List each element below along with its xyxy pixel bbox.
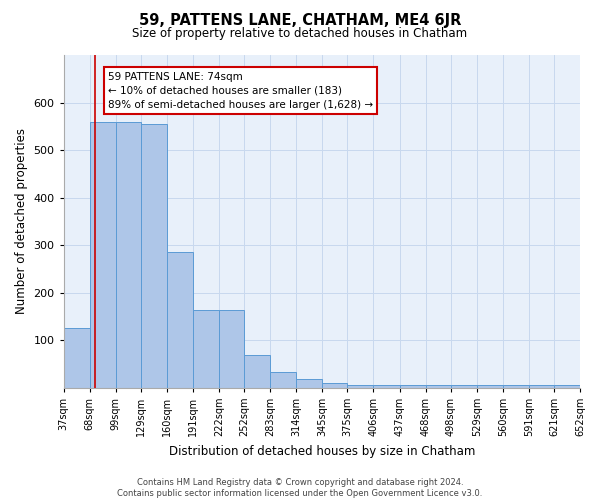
Bar (270, 372, 296, 388)
Bar (296, 379, 322, 388)
Bar (219, 310, 244, 388)
Text: Contains HM Land Registry data © Crown copyright and database right 2024.
Contai: Contains HM Land Registry data © Crown c… (118, 478, 482, 498)
Bar (116, 122, 141, 388)
Text: 59, PATTENS LANE, CHATHAM, ME4 6JR: 59, PATTENS LANE, CHATHAM, ME4 6JR (139, 12, 461, 28)
Bar (451, 386, 477, 388)
Bar (477, 386, 503, 388)
Y-axis label: Number of detached properties: Number of detached properties (15, 128, 28, 314)
X-axis label: Distribution of detached houses by size in Chatham: Distribution of detached houses by size … (169, 444, 475, 458)
Bar (425, 386, 451, 388)
Bar (529, 386, 554, 388)
Bar (244, 356, 270, 388)
Bar (193, 310, 219, 388)
Bar (503, 386, 529, 388)
Bar (64, 328, 90, 388)
Bar (347, 386, 373, 388)
Bar (373, 386, 400, 388)
Text: Size of property relative to detached houses in Chatham: Size of property relative to detached ho… (133, 28, 467, 40)
Bar (141, 124, 167, 388)
Bar (167, 252, 193, 388)
Bar (322, 383, 347, 388)
Bar (554, 386, 580, 388)
Bar (90, 122, 116, 388)
Bar (400, 386, 425, 388)
Text: 59 PATTENS LANE: 74sqm
← 10% of detached houses are smaller (183)
89% of semi-de: 59 PATTENS LANE: 74sqm ← 10% of detached… (108, 72, 373, 110)
